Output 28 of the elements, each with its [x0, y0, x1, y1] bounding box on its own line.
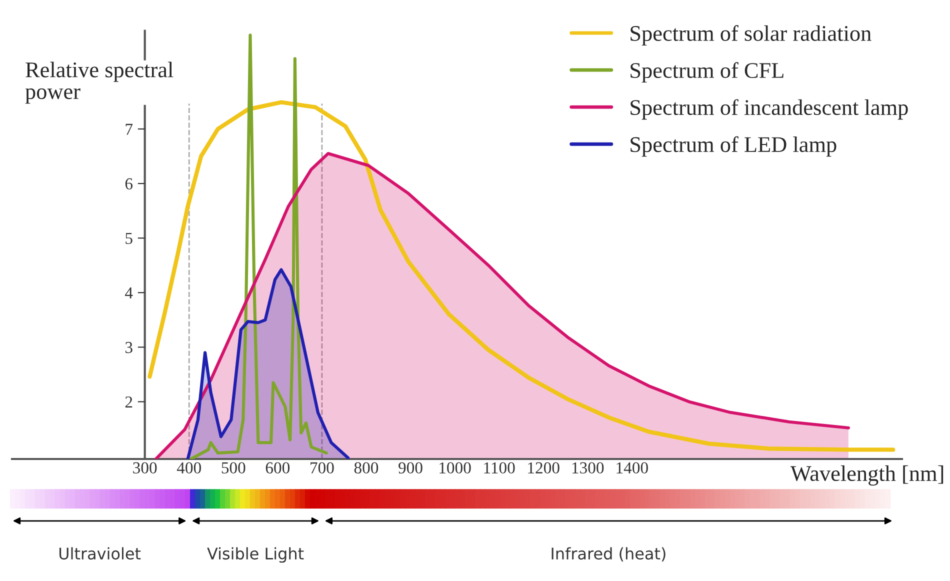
text: Ultraviolet: [59, 547, 141, 560]
legend-label: Spectrum of solar radiation: [630, 25, 872, 46]
x-tick-label: 1200: [528, 462, 560, 474]
x-tick-label: 500: [222, 462, 246, 474]
text: Visible Light: [207, 547, 304, 563]
legend-label: Spectrum of LED lamp: [630, 136, 836, 157]
legend-label: Spectrum of incandescent lamp: [630, 99, 908, 120]
y-tick-label: 3: [125, 342, 132, 354]
legend-label: Spectrum of CFL: [630, 62, 784, 83]
text: Infrared (heat): [552, 547, 666, 562]
x-tick-label: 300: [133, 462, 157, 474]
x-tick-label: 800: [354, 462, 378, 474]
x-tick-label: 1100: [484, 462, 515, 474]
x-tick-label: 1300: [572, 462, 604, 474]
x-tick-label: 1400: [616, 462, 648, 474]
y-tick-label: 5: [126, 232, 132, 244]
x-tick-label: 700: [310, 462, 334, 474]
y-tick-label: 6: [125, 178, 133, 190]
y-tick-label: 4: [125, 287, 133, 298]
x-tick-label: 600: [266, 462, 290, 474]
x-tick-label: 400: [176, 462, 201, 474]
x-tick-label: 900: [398, 462, 422, 474]
x-tick-label: 1000: [440, 462, 471, 474]
y-axis-title: Relative spectral power: [25, 62, 174, 104]
y-tick-label: 2: [125, 396, 132, 408]
y-tick-label: 7: [126, 124, 133, 135]
x-axis-title: Wavelength [nm]: [790, 465, 944, 486]
line-series: [189, 34, 328, 459]
